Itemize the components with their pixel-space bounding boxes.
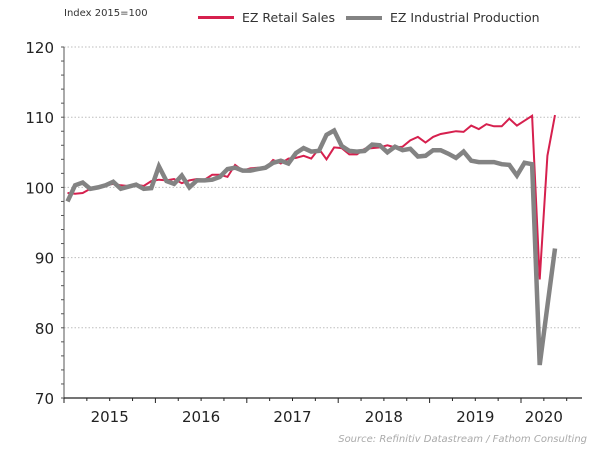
x-tick-label: 2015 [91,408,129,426]
legend-item-industrial-production: EZ Industrial Production [346,10,540,25]
x-tick-label: 2017 [273,408,311,426]
y-tick-label: 120 [25,39,54,57]
legend-swatch-industrial-production [346,15,382,20]
source-note: Source: Refinitiv Datastream / Fathom Co… [338,434,587,445]
legend-swatch-retail-sales [198,16,234,19]
series-line-ez-industrial-production [65,127,558,366]
x-tick-label: 2019 [456,408,494,426]
x-tick-label: 2020 [525,408,563,426]
x-tick-label: 2016 [182,408,220,426]
series-line-ez-retail-sales [67,114,556,280]
y-tick-label: 110 [25,109,54,127]
y-tick-label: 80 [35,320,54,338]
x-tick-label: 2018 [365,408,403,426]
y-axis-unit-label: Index 2015=100 [64,8,148,19]
y-tick-label: 90 [35,250,54,268]
legend-item-retail-sales: EZ Retail Sales [198,10,335,25]
legend-label-industrial-production: EZ Industrial Production [390,10,540,25]
y-tick-label: 70 [35,390,54,408]
legend-label-retail-sales: EZ Retail Sales [242,10,335,25]
y-tick-label: 100 [25,179,54,197]
